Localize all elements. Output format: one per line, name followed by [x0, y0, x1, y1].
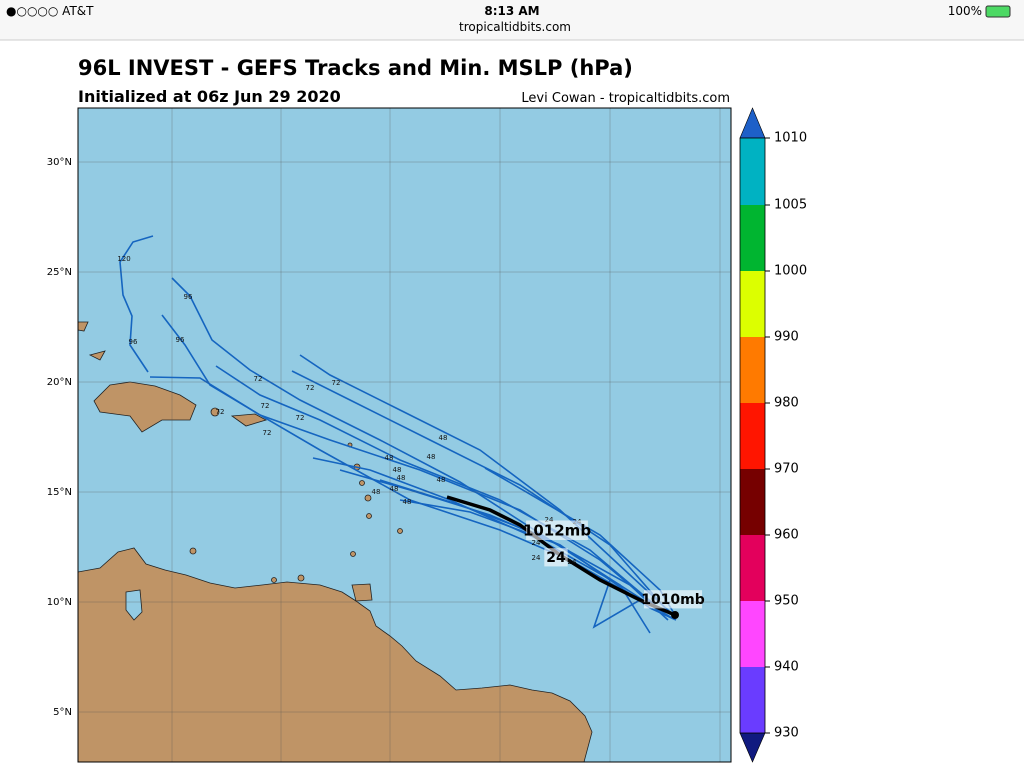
puerto-rico [230, 413, 268, 427]
south-america [78, 547, 593, 762]
track-label: 48 [437, 476, 446, 484]
annotation-box [526, 520, 588, 540]
track-label: 48 [397, 474, 406, 482]
track-label: 48 [390, 485, 399, 493]
colorbar-label: 980 [774, 396, 799, 411]
colorbar-bottom [739, 732, 766, 763]
lat-label: 5°N [53, 707, 72, 718]
track-label: 72 [306, 384, 315, 392]
carrier: ●○○○○ AT&T [6, 4, 94, 18]
track-label: 24 [532, 539, 541, 547]
credit: Levi Cowan - tropicaltidbits.com [521, 91, 730, 106]
track-label: 72 [261, 402, 270, 410]
colorbar-label: 970 [774, 462, 799, 477]
map-frame [77, 107, 732, 763]
battery: 100% [948, 4, 982, 18]
track-label: 72 [216, 408, 225, 416]
track-label: 96 [129, 338, 138, 346]
colorbar-label: 1010 [774, 131, 807, 146]
annotation-box [544, 548, 568, 567]
track-label: 48 [385, 454, 394, 462]
url[interactable]: tropicaltidbits.com [459, 20, 571, 34]
annotation: 1010mb [641, 592, 705, 608]
lat-label: 15°N [47, 487, 72, 498]
track-label: 72 [296, 414, 305, 422]
annotation: 24 [546, 550, 566, 566]
lat-label: 30°N [47, 157, 72, 168]
annotation: 1012mb [523, 522, 591, 540]
colorbar-label: 950 [774, 594, 799, 609]
track-label: 72 [263, 429, 272, 437]
colorbar-segment [740, 337, 765, 403]
hispaniola [93, 381, 197, 433]
lat-label: 25°N [47, 267, 72, 278]
colorbar-segment [740, 601, 765, 667]
lat-label: 10°N [47, 597, 72, 608]
colorbar-label: 990 [774, 330, 799, 345]
colorbar-label: 1000 [774, 264, 807, 279]
track-label: 48 [393, 466, 402, 474]
map-subtitle: Initialized at 06z Jun 29 2020 [78, 87, 341, 106]
colorbar-segment [740, 667, 765, 733]
track-label: 72 [254, 375, 263, 383]
track-label: 48 [403, 498, 412, 506]
lat-label: 20°N [47, 377, 72, 388]
colorbar-frame [739, 137, 766, 734]
track-label: 48 [439, 434, 448, 442]
graticule [171, 108, 721, 762]
colorbar-segment [740, 535, 765, 601]
track-label: 120 [117, 255, 130, 263]
track-label: 24 [532, 554, 541, 562]
colorbar-segment [740, 469, 765, 535]
colorbar: 1010 1005 1000 990 980 970 960 950 940 930 [739, 107, 807, 763]
cuba [78, 321, 89, 332]
jamaica [88, 350, 106, 361]
track-label: 24 [545, 516, 554, 524]
track-label: 48 [427, 453, 436, 461]
colorbar-label: 940 [774, 660, 799, 675]
map-title: 96L INVEST - GEFS Tracks and Min. MSLP (… [78, 56, 633, 80]
lake [125, 589, 143, 621]
battery-icon [985, 5, 1011, 18]
track-label: 96 [184, 293, 193, 301]
colorbar-segment [740, 271, 765, 337]
colorbar-segment [740, 205, 765, 271]
colorbar-label: 930 [774, 726, 799, 741]
colorbar-label: 1005 [774, 198, 807, 213]
time: 8:13 AM [484, 4, 539, 18]
annotation-box [643, 590, 703, 609]
trinidad [351, 583, 373, 602]
colorbar-segment [740, 403, 765, 469]
land [78, 321, 593, 762]
tracks [119, 235, 677, 634]
colorbar-label: 960 [774, 528, 799, 543]
colorbar-segment [740, 138, 765, 205]
start-point [671, 611, 679, 619]
track-label: 96 [176, 336, 185, 344]
track-label: 72 [332, 379, 341, 387]
status-bar [0, 0, 1024, 40]
colorbar-top [739, 107, 766, 139]
track-label: 24 [568, 558, 577, 566]
